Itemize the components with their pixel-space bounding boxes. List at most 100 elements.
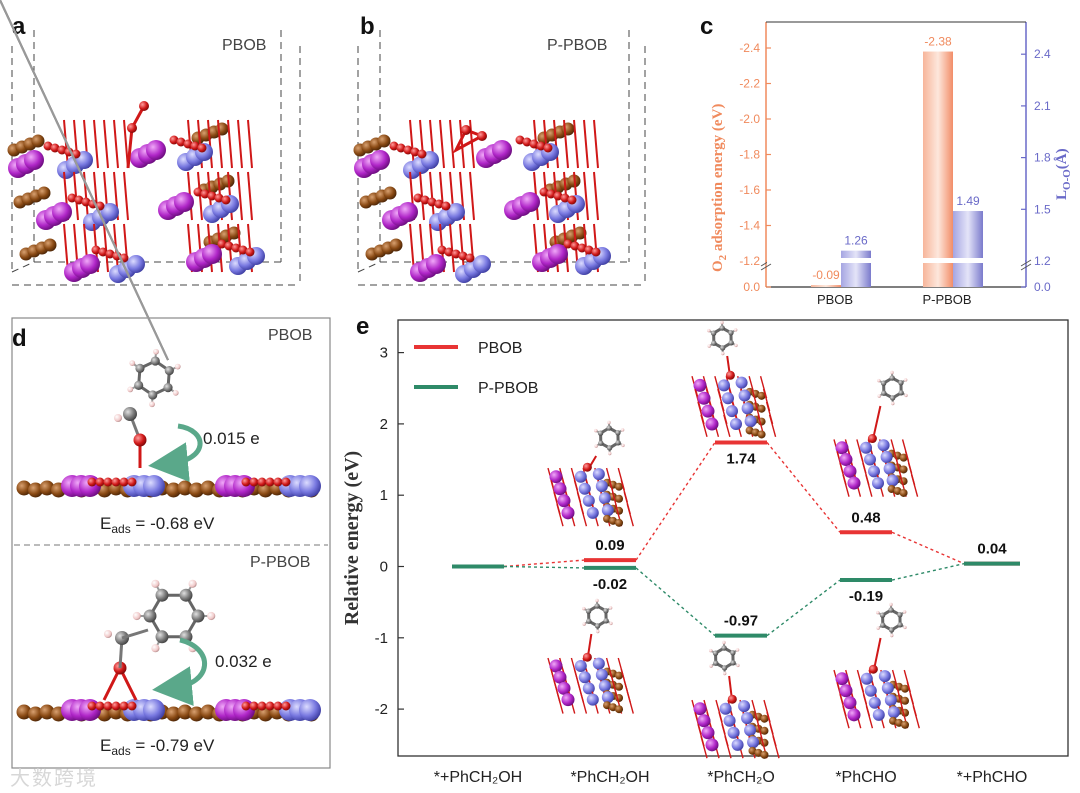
o-atom	[119, 701, 129, 711]
b-atom	[574, 470, 587, 483]
b-atom	[299, 699, 321, 721]
c-atom	[897, 622, 903, 628]
c-atom	[888, 627, 895, 633]
panel-d-letter: d	[12, 325, 27, 352]
o-atom	[111, 701, 121, 711]
h-atom	[890, 370, 894, 375]
o-atom	[87, 701, 97, 711]
o-atom	[560, 193, 570, 203]
pb-atom	[553, 482, 567, 496]
o-bond	[865, 706, 874, 729]
o2-atom	[139, 101, 149, 111]
o-atom	[281, 477, 291, 487]
o-bond	[247, 171, 253, 221]
b-atom	[586, 693, 599, 706]
left-tick-label: -2.0	[739, 112, 760, 126]
o-bond	[409, 119, 415, 169]
pb-atom	[202, 244, 222, 264]
pb-atom	[549, 659, 563, 673]
pb-atom	[549, 470, 563, 484]
c-atom	[879, 612, 886, 618]
o-atom	[74, 195, 84, 205]
c-atom	[586, 618, 592, 624]
pb-atom	[398, 202, 418, 222]
h-atom	[721, 351, 725, 356]
bi-atom	[16, 704, 32, 720]
panel-a-slab	[7, 101, 265, 283]
b-atom	[595, 480, 608, 493]
o-atom	[427, 197, 437, 207]
category-label: PBOB	[817, 292, 853, 307]
o-bond	[563, 119, 569, 169]
h-atom	[876, 626, 880, 630]
energy-label: -0.97	[724, 613, 758, 630]
o-atom	[95, 701, 105, 711]
b-atom	[598, 680, 611, 692]
b-atom	[735, 376, 748, 389]
panel-d-bottom-structure	[16, 579, 321, 722]
o-bond	[459, 223, 465, 273]
o-bond	[842, 474, 850, 497]
pb-atom	[697, 714, 711, 728]
o-bond	[723, 414, 731, 438]
energy-connector	[891, 562, 965, 581]
panel-d-top-structure	[0, 0, 321, 498]
pb-atom	[847, 476, 861, 490]
bi-atom	[377, 134, 391, 148]
b-atom	[741, 402, 754, 415]
o-bond	[583, 171, 589, 221]
b-atom	[582, 494, 595, 507]
o2-atom	[127, 123, 137, 133]
h-atom	[114, 414, 122, 422]
o-atom	[465, 253, 475, 263]
pb-atom	[80, 254, 100, 274]
o-atom	[133, 433, 147, 447]
o-bond	[449, 223, 455, 273]
h-atom	[607, 420, 611, 425]
right-tick-label: 2.1	[1034, 99, 1051, 113]
o-bond	[237, 171, 243, 221]
h-atom	[172, 389, 179, 396]
b-atom	[864, 684, 877, 697]
o-atom	[241, 701, 251, 711]
o-bond	[469, 171, 475, 221]
watermark: 大数跨境	[10, 766, 98, 790]
bi-atom	[615, 705, 624, 714]
right-tick-label: 2.4	[1034, 47, 1051, 61]
panel-a-label: PBOB	[222, 37, 266, 54]
h-atom	[720, 320, 724, 325]
c-atom	[889, 375, 895, 381]
pb-atom	[843, 696, 857, 710]
y-tick-label: -2	[375, 701, 388, 718]
right-tick-label: 1.5	[1034, 202, 1051, 216]
o-bond	[103, 223, 109, 273]
bi-atom	[615, 494, 624, 503]
o-atom	[265, 701, 275, 711]
category-label: *+PhCH₂OH	[434, 769, 522, 786]
h-atom	[733, 328, 738, 332]
y-tick-label: 0	[380, 559, 388, 576]
o-atom	[95, 477, 105, 487]
bi-atom	[37, 186, 51, 200]
o-atom	[98, 247, 108, 257]
o-atom	[727, 694, 737, 704]
b-atom	[726, 405, 738, 418]
energy-connector	[891, 531, 965, 565]
h-atom	[151, 579, 160, 588]
b-atom	[719, 702, 732, 715]
o-atom	[570, 241, 580, 251]
o2-bond	[126, 127, 134, 169]
h-atom	[902, 610, 907, 614]
right-tick-label: 1.8	[1034, 151, 1051, 165]
energy-label: -0.19	[849, 588, 883, 605]
panel-d-top-label: PBOB	[268, 327, 312, 344]
o-atom	[214, 193, 224, 203]
o-atom	[257, 701, 267, 711]
b-atom	[723, 714, 736, 727]
o-atom	[57, 145, 67, 155]
bi-atom	[757, 391, 766, 400]
h-atom	[174, 363, 181, 370]
b-atom	[887, 706, 900, 719]
o-bond	[556, 504, 564, 527]
